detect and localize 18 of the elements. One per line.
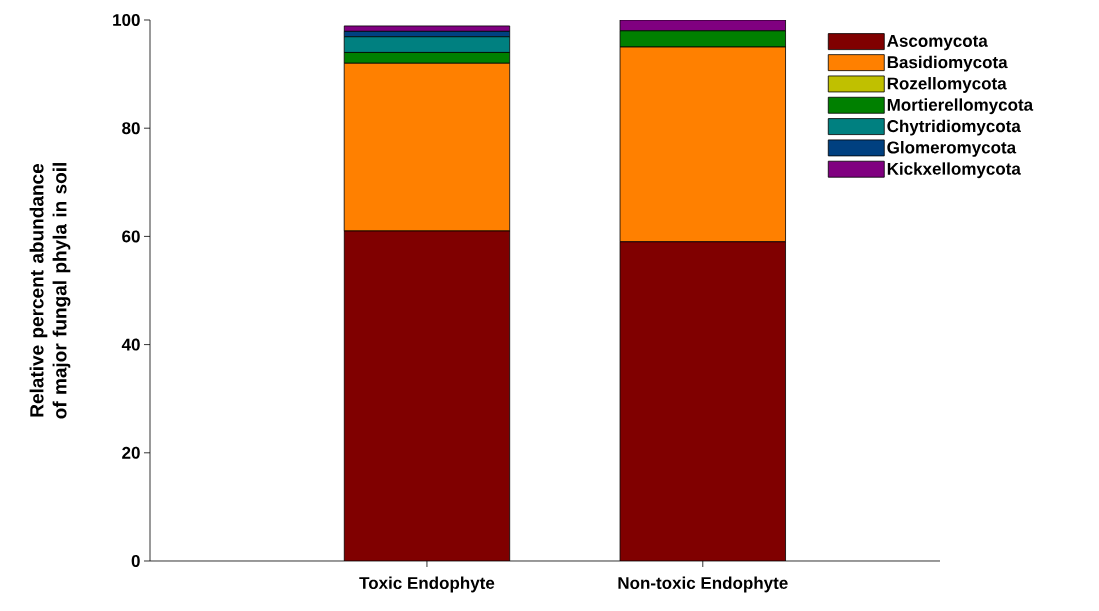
y-tick-label: 100 [113, 13, 140, 27]
legend-label: Rozellomycota [887, 77, 1007, 93]
y-tick-label: 60 [122, 230, 140, 243]
y-tick-label: 80 [122, 122, 140, 135]
y-axis-title: Relative percent abundance of major fungal phyla in soil [29, 163, 71, 419]
x-tick-label: Toxic Endophyte [359, 576, 495, 593]
y-tick-label: 20 [122, 446, 140, 459]
legend-label: Glomeromycota [887, 141, 1017, 157]
bar [344, 230, 510, 561]
x-tick-label: Non-toxic Endophyte [618, 576, 788, 593]
bar [619, 241, 786, 561]
legend-label: Basidiomycota [887, 55, 1008, 72]
y-tick-label: 40 [121, 338, 140, 351]
legend-label: Kickxellomycota [887, 162, 1021, 179]
legend-label: Ascomycota [887, 35, 988, 51]
y-tick-label: 0 [131, 554, 140, 568]
legend-label: Chytridiomycota [887, 119, 1021, 136]
legend-label: Mortierellomycota [887, 98, 1034, 115]
